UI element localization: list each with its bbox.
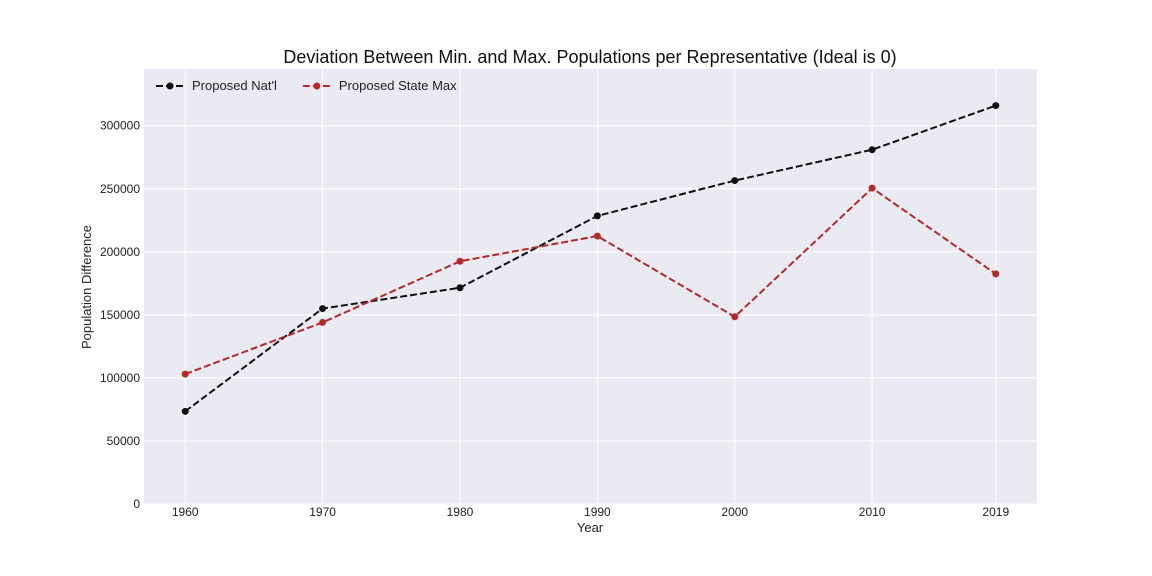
series-1 xyxy=(181,184,1000,378)
data-point xyxy=(593,212,601,220)
legend-label: Proposed Nat'l xyxy=(192,78,277,93)
y-axis-label: Population Difference xyxy=(79,225,94,349)
x-tick-label: 2019 xyxy=(982,505,1009,519)
x-axis-label: Year xyxy=(577,520,604,535)
data-point xyxy=(992,270,1000,278)
y-axis-ticks: 0 50000 100000 150000 200000 250000 300000 xyxy=(100,119,140,511)
x-tick-label: 1980 xyxy=(447,505,474,519)
legend-marker xyxy=(166,82,174,90)
y-tick-label: 50000 xyxy=(107,434,141,448)
y-tick-label: 100000 xyxy=(100,371,140,385)
x-axis-ticks: 1960 1970 1980 1990 2000 2010 2019 xyxy=(172,505,1010,519)
legend-marker xyxy=(313,82,321,90)
series-group xyxy=(181,102,1000,415)
x-tick-label: 2010 xyxy=(859,505,886,519)
data-point xyxy=(181,370,189,378)
data-point xyxy=(593,232,601,240)
data-point xyxy=(456,284,464,292)
legend: Proposed Nat'l Proposed State Max xyxy=(156,78,457,93)
y-tick-label: 300000 xyxy=(100,119,140,133)
x-tick-label: 1990 xyxy=(584,505,611,519)
x-tick-label: 1970 xyxy=(309,505,336,519)
y-tick-label: 0 xyxy=(133,497,140,511)
data-point xyxy=(319,305,327,313)
chart-title: Deviation Between Min. and Max. Populati… xyxy=(283,47,896,67)
y-tick-label: 150000 xyxy=(100,308,140,322)
x-tick-label: 2000 xyxy=(721,505,748,519)
data-point xyxy=(868,184,876,192)
legend-label: Proposed State Max xyxy=(339,78,457,93)
data-point xyxy=(456,257,464,265)
data-point xyxy=(731,313,739,321)
data-point xyxy=(868,146,876,154)
legend-item: Proposed State Max xyxy=(302,78,457,93)
plot-area xyxy=(144,69,1037,504)
grid-lines xyxy=(144,69,1037,505)
data-point xyxy=(181,407,189,415)
data-point xyxy=(319,318,327,326)
y-tick-label: 200000 xyxy=(100,245,140,259)
x-tick-label: 1960 xyxy=(172,505,199,519)
y-tick-label: 250000 xyxy=(100,182,140,196)
legend-item: Proposed Nat'l xyxy=(156,78,277,93)
data-point xyxy=(992,102,1000,110)
series-0 xyxy=(181,102,1000,415)
data-point xyxy=(731,177,739,185)
